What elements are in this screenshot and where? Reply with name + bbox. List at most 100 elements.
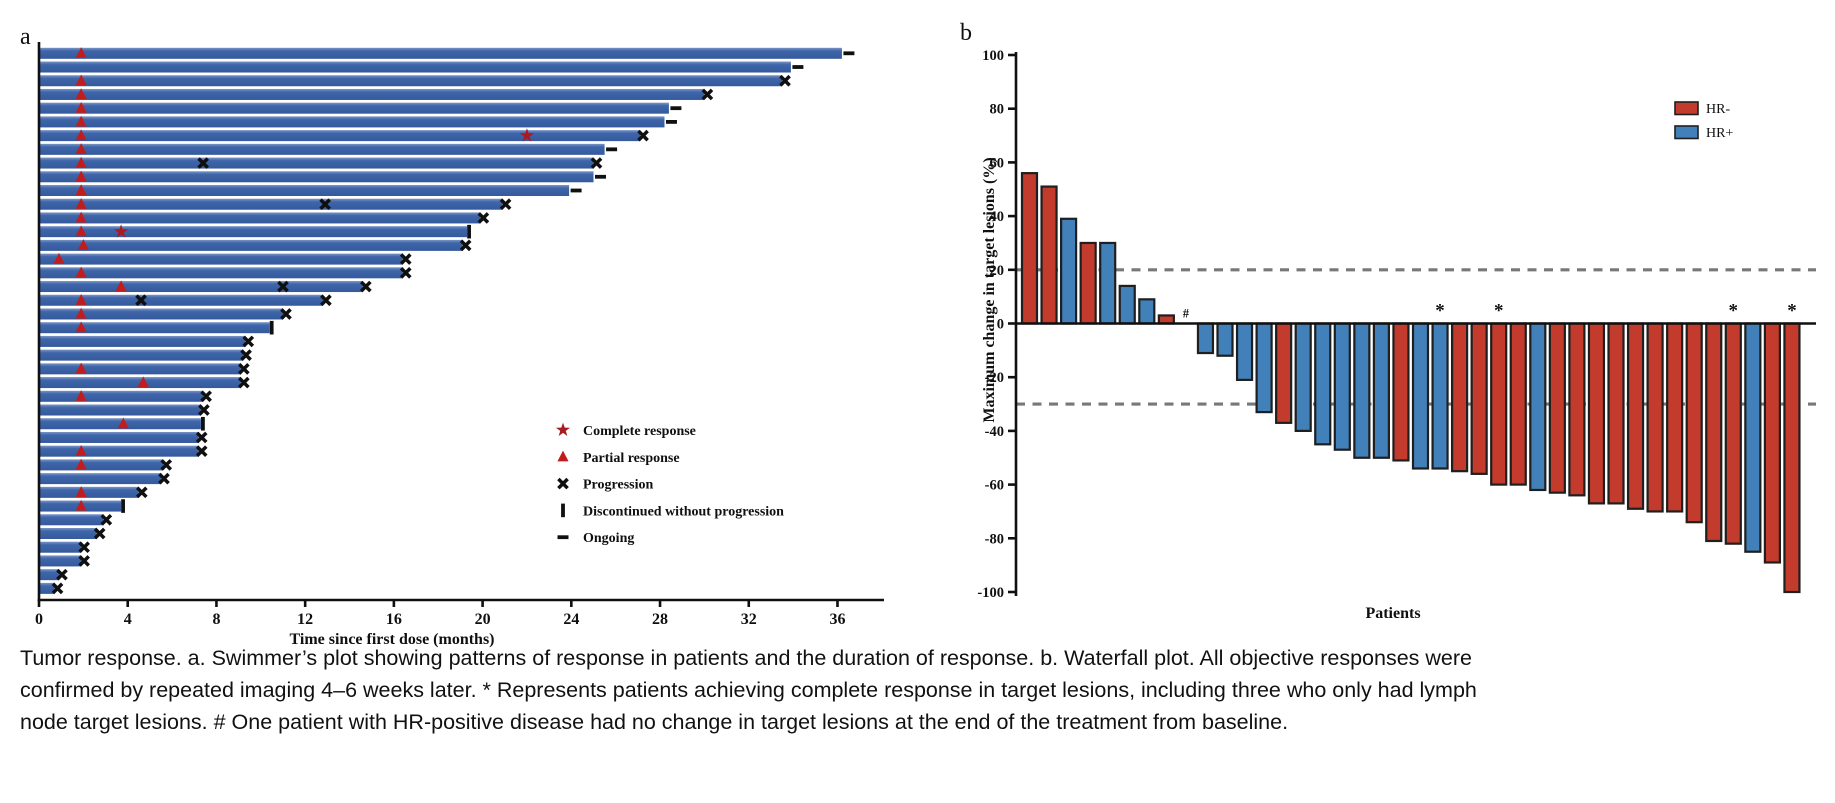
waterfall-bar xyxy=(1490,322,1508,486)
x-axis-tick-label: 20 xyxy=(475,611,491,628)
progression-x-marker xyxy=(197,157,209,169)
waterfall-bar xyxy=(1568,322,1586,497)
swimmer-bar xyxy=(39,349,244,361)
swimmer-bar xyxy=(39,253,403,265)
partial-response-triangle-marker xyxy=(75,74,87,86)
complete-response-asterisk: * xyxy=(1435,301,1445,322)
waterfall-bar xyxy=(1216,322,1234,357)
swimmer-bar xyxy=(39,541,82,553)
partial-response-triangle-marker xyxy=(75,321,87,333)
partial-response-triangle-marker xyxy=(75,88,87,100)
swimmer-bar xyxy=(39,473,161,485)
swimmer-bar xyxy=(39,294,323,306)
waterfall-bar xyxy=(1020,172,1039,325)
partial-response-triangle-marker xyxy=(75,101,87,113)
waterfall-bar xyxy=(1744,322,1762,553)
waterfall-bar xyxy=(1666,322,1684,513)
waterfall-bar xyxy=(1450,322,1469,473)
complete-response-star-marker xyxy=(114,224,129,238)
ongoing-dash-marker xyxy=(570,188,582,193)
swimmer-legend-label: Progression xyxy=(583,478,653,493)
swimmer-bar xyxy=(39,116,665,128)
waterfall-bar xyxy=(1548,322,1566,494)
x-axis-title: Patients xyxy=(1365,605,1420,622)
swimmer-bar xyxy=(39,390,204,402)
progression-x-marker xyxy=(557,477,569,490)
progression-x-marker xyxy=(240,349,252,361)
y-axis-title: Maximum change in target lesions (%) xyxy=(981,157,998,422)
progression-x-marker xyxy=(158,472,170,485)
x-axis-tick-label: 4 xyxy=(124,611,132,628)
partial-response-triangle-marker xyxy=(75,362,87,374)
x-axis-tick-label: 32 xyxy=(741,611,757,628)
progression-x-marker xyxy=(242,335,255,348)
waterfall-bar xyxy=(1607,322,1625,505)
swimmer-bar xyxy=(39,431,199,443)
swimmer-bar xyxy=(39,322,270,334)
y-axis-tick-label: 60 xyxy=(990,155,1005,171)
y-axis-tick-label: 80 xyxy=(990,102,1005,118)
swimmer-bar xyxy=(39,514,104,526)
waterfall-bar xyxy=(1509,322,1527,486)
swimmer-bar xyxy=(39,528,97,539)
swimmer-bar xyxy=(39,239,463,251)
partial-response-triangle-marker xyxy=(75,444,87,456)
y-axis-tick-label: 100 xyxy=(982,48,1004,64)
progression-x-marker xyxy=(637,129,649,142)
panel-b-label: b xyxy=(960,20,972,46)
waterfall-bar xyxy=(1079,241,1097,325)
discontinued-bar-marker xyxy=(201,416,205,431)
figure-caption: Tumor response. a. Swimmer’s plot showin… xyxy=(20,642,1820,738)
progression-x-marker xyxy=(280,308,292,320)
waterfall-bar xyxy=(1294,322,1312,433)
progression-x-marker xyxy=(238,363,250,375)
waterfall-bar xyxy=(1255,322,1273,414)
progression-x-marker xyxy=(399,253,412,265)
progression-x-marker xyxy=(701,88,714,101)
progression-x-marker xyxy=(590,157,603,169)
swimmer-bar xyxy=(39,445,199,457)
x-axis-title: Time since first dose (months) xyxy=(289,631,494,648)
swimmer-bar xyxy=(39,459,164,471)
partial-response-triangle-marker xyxy=(75,170,87,182)
partial-response-triangle-marker xyxy=(75,307,87,319)
partial-response-triangle-marker xyxy=(137,376,149,388)
x-axis-tick-label: 8 xyxy=(212,611,220,628)
legend-swatch xyxy=(1674,125,1699,140)
caption-line-1: Tumor response. a. Swimmer’s plot showin… xyxy=(20,646,1473,670)
swimmer-bar xyxy=(39,363,241,375)
partial-response-triangle-marker xyxy=(75,294,87,305)
partial-response-triangle-marker xyxy=(75,225,87,237)
waterfall-bar xyxy=(1099,241,1117,325)
discontinued-bar-marker xyxy=(121,499,125,513)
swimmer-legend-label: Partial response xyxy=(583,451,680,466)
discontinued-bar-marker xyxy=(467,224,471,239)
swimmer-bar xyxy=(39,88,705,100)
progression-x-marker xyxy=(319,198,331,211)
swimmer-bar xyxy=(39,171,594,183)
waterfall-bar xyxy=(1763,322,1782,564)
waterfall-bar xyxy=(1646,322,1664,513)
partial-response-triangle-marker xyxy=(75,143,87,154)
waterfall-bar xyxy=(1353,322,1371,459)
swimmer-bar xyxy=(39,47,842,59)
partial-response-triangle-marker xyxy=(75,211,87,223)
caption-line-2: confirmed by repeated imaging 4–6 weeks … xyxy=(20,678,1477,702)
partial-response-triangle-marker xyxy=(75,499,87,511)
ongoing-dash-marker xyxy=(665,120,677,124)
swimmer-markers xyxy=(51,47,855,595)
swimmer-bar xyxy=(39,75,783,87)
x-axis-tick-label: 24 xyxy=(563,611,579,628)
waterfall-legend-label: HR+ xyxy=(1706,126,1733,141)
swimmer-legend-label: Complete response xyxy=(583,424,696,439)
discontinued-bar-marker xyxy=(561,503,565,518)
waterfall-bar xyxy=(1333,322,1351,451)
progression-x-marker xyxy=(56,568,68,581)
progression-x-marker xyxy=(198,404,210,416)
y-axis-tick-label: -100 xyxy=(977,585,1004,601)
swimmer-bar xyxy=(39,102,669,114)
progression-x-marker xyxy=(779,74,791,87)
swimmer-bar xyxy=(39,335,246,347)
complete-response-asterisk: * xyxy=(1787,301,1797,322)
